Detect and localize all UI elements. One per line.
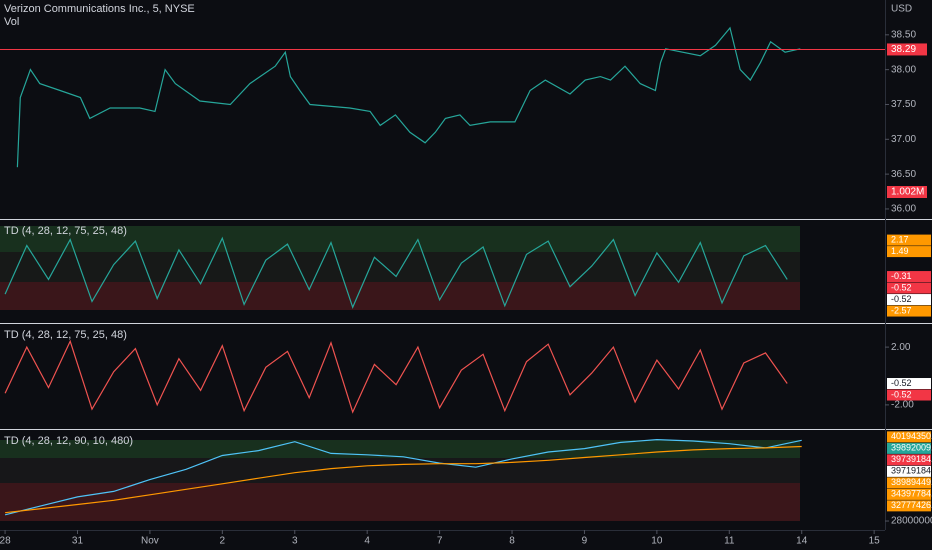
value-badge <box>887 378 931 390</box>
x-tick-label: 8 <box>509 536 515 547</box>
value-badge-label: 1.49 <box>891 246 909 256</box>
value-badge <box>887 389 931 401</box>
x-tick-label: 3 <box>292 536 298 547</box>
price-line <box>16 26 801 168</box>
value-badge-label: 32777426.00 <box>891 500 932 510</box>
x-tick-label: 31 <box>72 536 84 547</box>
value-badge <box>887 294 931 306</box>
x-tick-label: 15 <box>869 536 881 547</box>
lower-band <box>0 282 800 310</box>
mid-band <box>0 252 800 282</box>
volume-label: 1.002M <box>891 187 924 198</box>
y-tick-label: 36.50 <box>891 169 916 180</box>
value-badge-label: -0.31 <box>891 271 912 281</box>
value-badge <box>887 431 931 443</box>
value-badge <box>887 271 931 283</box>
value-badge <box>887 500 931 512</box>
x-tick-label: 11 <box>724 536 735 547</box>
value-badge <box>887 246 931 258</box>
y-tick-label: 37.50 <box>891 99 916 110</box>
last-price-badge <box>887 43 927 56</box>
volume-badge <box>887 186 927 198</box>
last-price-label: 38.29 <box>891 44 916 55</box>
value-badge-label: 40194350.00 <box>891 431 932 441</box>
x-tick-label: 9 <box>582 536 588 547</box>
value-badge-label: 39892009.27 <box>891 443 932 453</box>
value-badge-label: 39739184.90 <box>891 454 932 464</box>
indicator-title: TD (4, 28, 12, 75, 25, 48) <box>4 329 127 341</box>
x-tick-label: 2 <box>220 536 226 547</box>
upper-band <box>0 226 800 252</box>
value-badge <box>887 454 931 466</box>
y-tick-label: 37.00 <box>891 134 916 145</box>
value-badge <box>887 234 931 246</box>
value-badge-label: 34397784.00 <box>891 489 932 499</box>
value-badge <box>887 305 931 317</box>
value-badge-label: 38989449.13 <box>891 477 932 487</box>
price-line <box>4 339 788 414</box>
y-tick-label: 28000000.00 <box>891 516 932 527</box>
x-tick-label: 14 <box>796 536 808 547</box>
y-tick-label: 2.00 <box>891 342 911 353</box>
value-badge <box>887 488 931 500</box>
price-line <box>4 236 788 309</box>
volume-title: Vol <box>4 16 19 28</box>
x-tick-label: 7 <box>437 536 443 547</box>
mid-band <box>0 458 800 483</box>
value-badge-label: -0.52 <box>891 294 912 304</box>
y-tick-label: 38.50 <box>891 29 916 40</box>
value-badge-label: -0.52 <box>891 389 912 399</box>
symbol-title: Verizon Communications Inc., 5, NYSE <box>4 3 195 15</box>
value-badge <box>887 442 931 454</box>
currency-label: USD <box>891 4 912 15</box>
lower-band <box>0 483 800 521</box>
y-tick-label: 38.00 <box>891 64 916 75</box>
x-tick-label: 4 <box>364 536 370 547</box>
x-tick-label: 28 <box>0 536 11 547</box>
price-line <box>5 445 802 514</box>
indicator-title: TD (4, 28, 12, 75, 25, 48) <box>4 225 127 237</box>
price-line <box>4 438 802 516</box>
value-badge-label: -0.52 <box>891 282 912 292</box>
value-badge <box>887 465 931 477</box>
y-tick-label: -2.00 <box>891 400 914 411</box>
x-tick-label: Nov <box>141 536 159 547</box>
value-badge-label: 39719184.90 <box>891 466 932 476</box>
value-badge <box>887 477 931 489</box>
y-tick-label: 36.00 <box>891 204 916 215</box>
value-badge-label: -2.57 <box>891 305 912 315</box>
value-badge <box>887 282 931 294</box>
indicator-title: TD (4, 28, 12, 90, 10, 480) <box>4 435 133 447</box>
value-badge-label: -0.52 <box>891 378 912 388</box>
x-tick-label: 10 <box>651 536 663 547</box>
value-badge-label: 2.17 <box>891 234 909 244</box>
upper-band <box>0 440 800 458</box>
